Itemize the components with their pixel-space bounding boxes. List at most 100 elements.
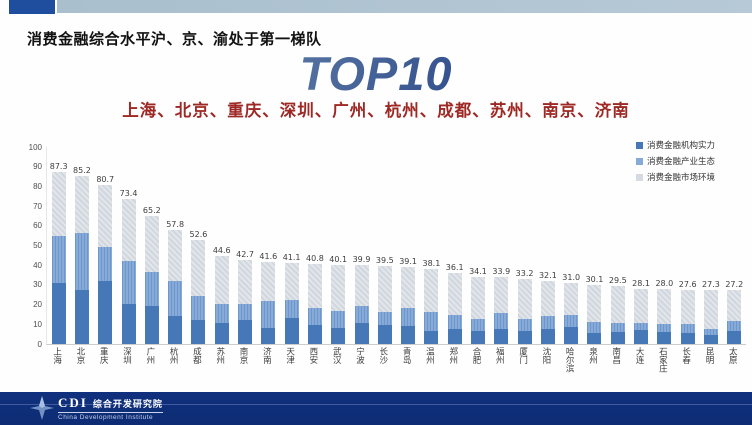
bar-column: 73.4: [117, 147, 140, 344]
bar-value-label: 80.7: [96, 175, 115, 185]
y-tick-label: 60: [33, 221, 42, 231]
segment-series-1: [238, 320, 253, 344]
segment-series-2: [354, 306, 369, 324]
x-axis-category-label: 温州: [425, 347, 436, 364]
segment-series-3: [354, 265, 369, 306]
segment-series-2: [401, 307, 416, 327]
segment-series-2: [191, 295, 206, 321]
bar-value-label: 44.6: [212, 246, 231, 256]
bar-column: 28.0: [653, 147, 676, 344]
segment-series-1: [191, 320, 206, 344]
bar-column: 65.2: [140, 147, 163, 344]
bar-column: 36.1: [443, 147, 466, 344]
segment-series-1: [447, 328, 462, 344]
segment-series-1: [121, 303, 136, 344]
stacked-bar: [634, 288, 649, 344]
bar-column: 27.3: [699, 147, 722, 344]
bar-value-label: 27.2: [725, 280, 744, 290]
segment-series-3: [74, 176, 89, 233]
compass-star-icon: [30, 395, 54, 421]
x-axis-category-label: 福州: [495, 347, 506, 364]
stacked-bar: [610, 285, 625, 344]
bar-column: 41.1: [280, 147, 303, 344]
bar-column: 44.6: [210, 147, 233, 344]
bar-column: 31.0: [560, 147, 583, 344]
segment-series-2: [168, 280, 183, 317]
stacked-bar: [307, 263, 322, 344]
segment-series-1: [401, 326, 416, 344]
segment-series-2: [680, 324, 695, 333]
x-axis-category-label: 沈阳: [541, 347, 552, 364]
segment-series-3: [401, 266, 416, 308]
segment-series-1: [680, 332, 695, 344]
x-axis-category-label: 石家庄: [658, 347, 669, 373]
segment-series-1: [634, 330, 649, 344]
segment-series-2: [727, 320, 742, 331]
bar-value-label: 39.1: [399, 256, 417, 266]
x-axis-category-label: 哈尔滨: [565, 347, 576, 373]
segment-series-3: [727, 290, 742, 321]
segment-series-3: [214, 256, 229, 304]
segment-series-2: [540, 315, 555, 329]
y-tick-label: 90: [33, 162, 42, 172]
x-axis-category-label: 长春: [681, 347, 692, 364]
stacked-bar: [540, 280, 555, 344]
x-axis-category-label: 南京: [239, 347, 250, 364]
bar-column: 34.1: [466, 147, 489, 344]
bar-column: 38.1: [420, 147, 443, 344]
bar-value-label: 33.9: [492, 267, 511, 277]
legend-label: 消费金融市场环境: [647, 172, 716, 182]
segment-series-1: [727, 331, 742, 344]
x-axis-category-label: 北京: [75, 347, 86, 364]
segment-series-2: [424, 311, 439, 331]
segment-series-3: [680, 289, 695, 325]
bar-value-label: 33.2: [515, 268, 534, 278]
y-tick-label: 40: [33, 260, 42, 270]
footer-divider-line: [0, 404, 752, 405]
segment-series-1: [284, 317, 299, 344]
x-axis-category-label: 青岛: [402, 347, 413, 364]
bar-value-label: 52.6: [189, 230, 208, 240]
stacked-bar: [214, 256, 229, 344]
stacked-bar: [657, 288, 672, 344]
segment-series-2: [657, 324, 672, 332]
segment-series-3: [238, 259, 253, 304]
segment-series-1: [494, 329, 509, 344]
segment-series-3: [657, 288, 672, 325]
stacked-bar: [168, 230, 183, 344]
bar-column: 33.9: [490, 147, 513, 344]
stacked-bar: [144, 215, 159, 344]
legend-swatch-icon: [636, 157, 643, 165]
x-axis-category-label: 济南: [262, 347, 273, 364]
segment-series-3: [610, 285, 625, 323]
top10-cities-subtitle: 上海、北京、重庆、深圳、广州、杭州、成都、苏州、南京、济南: [122, 102, 630, 120]
segment-series-1: [657, 331, 672, 344]
segment-series-2: [564, 315, 579, 327]
stacked-bar: [470, 276, 485, 344]
stacked-bar: [517, 278, 532, 344]
segment-series-3: [261, 262, 276, 301]
top-gray-band: [57, 0, 752, 13]
segment-series-3: [703, 290, 718, 329]
y-tick-label: 100: [28, 142, 42, 152]
bar-column: 85.2: [70, 147, 93, 344]
chart-legend: 消费金融机构实力 消费金融产业生态 消费金融市场环境: [636, 139, 715, 187]
stacked-bar: [401, 266, 416, 344]
bar-value-label: 27.6: [678, 279, 697, 289]
segment-series-2: [74, 232, 89, 291]
legend-swatch-icon: [636, 141, 643, 149]
stacked-bar: [703, 290, 718, 344]
segment-series-3: [331, 265, 346, 311]
bar-value-label: 40.8: [306, 253, 324, 263]
bar-column: 40.8: [303, 147, 326, 344]
segment-series-3: [587, 284, 602, 322]
segment-series-2: [494, 313, 509, 330]
stacked-bar: [51, 172, 66, 344]
segment-series-3: [564, 282, 579, 316]
segment-series-1: [331, 327, 346, 344]
bar-column: 33.2: [513, 147, 536, 344]
bar-value-label: 31.0: [562, 272, 581, 282]
segment-series-3: [121, 199, 136, 262]
bar-value-label: 85.2: [73, 166, 91, 176]
